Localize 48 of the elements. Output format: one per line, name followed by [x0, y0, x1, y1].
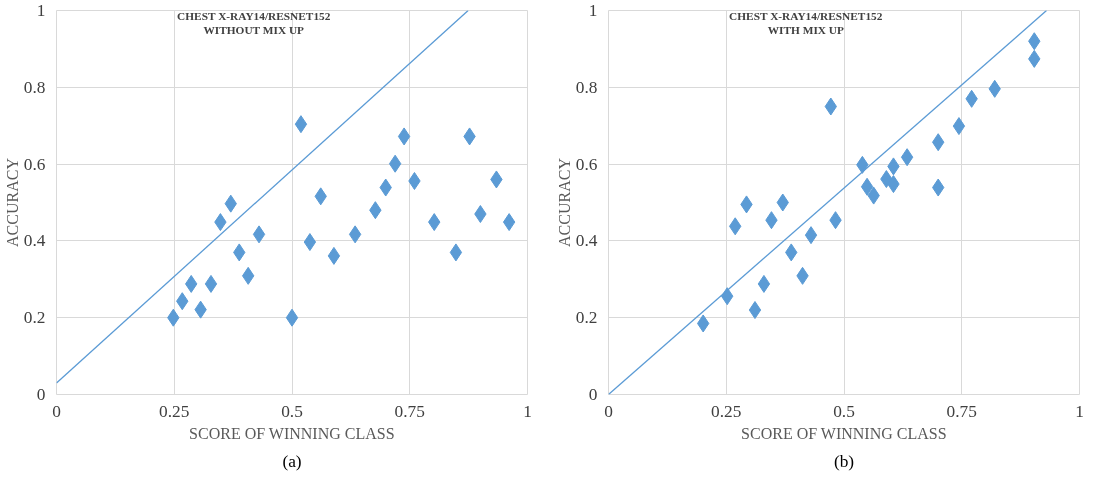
y-axis-title: ACCURACY [3, 157, 21, 247]
x-tick-label: 0.5 [281, 401, 303, 421]
point [860, 177, 874, 196]
point [285, 308, 299, 327]
text: CHEST X-RAY14/RESNET152 WITHOUT MIX UP [177, 9, 331, 36]
point [757, 274, 771, 293]
x-tick-label: 0.5 [833, 401, 855, 421]
y-tick-label: 1 [36, 1, 46, 20]
point [303, 233, 317, 252]
y-tick-label: 0.2 [23, 308, 46, 328]
point [804, 226, 818, 245]
point [900, 148, 914, 167]
x-tick-label: 0.25 [159, 401, 190, 421]
y-tick-label: 0 [588, 385, 598, 404]
y-tick-label: 1 [588, 1, 598, 20]
text: (a) [282, 451, 302, 471]
x-tick-label: 0 [604, 401, 613, 421]
x-tick-label: 0.75 [946, 401, 977, 421]
x-tick-label: 0 [52, 401, 61, 421]
x-tick-label: 1 [523, 401, 532, 421]
y-axis-title: ACCURACY [555, 157, 573, 247]
point [252, 225, 266, 244]
y-tick-label: 0.8 [23, 77, 46, 97]
x-tick-label: 0.75 [394, 401, 425, 421]
point [449, 243, 463, 262]
point [294, 115, 308, 134]
y-tick-label: 0.4 [575, 231, 598, 251]
point [397, 127, 411, 146]
y-tick-label: 0.8 [575, 77, 598, 97]
point [388, 154, 402, 173]
x-tick-label: 1 [1075, 401, 1084, 421]
point [502, 213, 516, 232]
x-axis-title: SCORE OF WINNING CLASS [741, 424, 947, 442]
y-tick-label: 0 [36, 385, 46, 404]
y-tick-label: 0.2 [575, 308, 598, 328]
y-tick-label: 0.4 [23, 231, 46, 251]
x-tick-label: 0.25 [711, 401, 742, 421]
text: (b) [833, 451, 855, 471]
point [748, 301, 762, 320]
point [327, 246, 341, 265]
y-tick-label: 0.6 [23, 154, 46, 174]
point [408, 172, 421, 190]
x-axis-title: SCORE OF WINNING CLASS [189, 424, 395, 442]
text: CHEST X-RAY14/RESNET152 WITH MIX UP [729, 9, 883, 36]
point [348, 225, 362, 244]
point [204, 274, 218, 293]
point [952, 117, 966, 136]
y-tick-label: 0.6 [575, 154, 598, 174]
